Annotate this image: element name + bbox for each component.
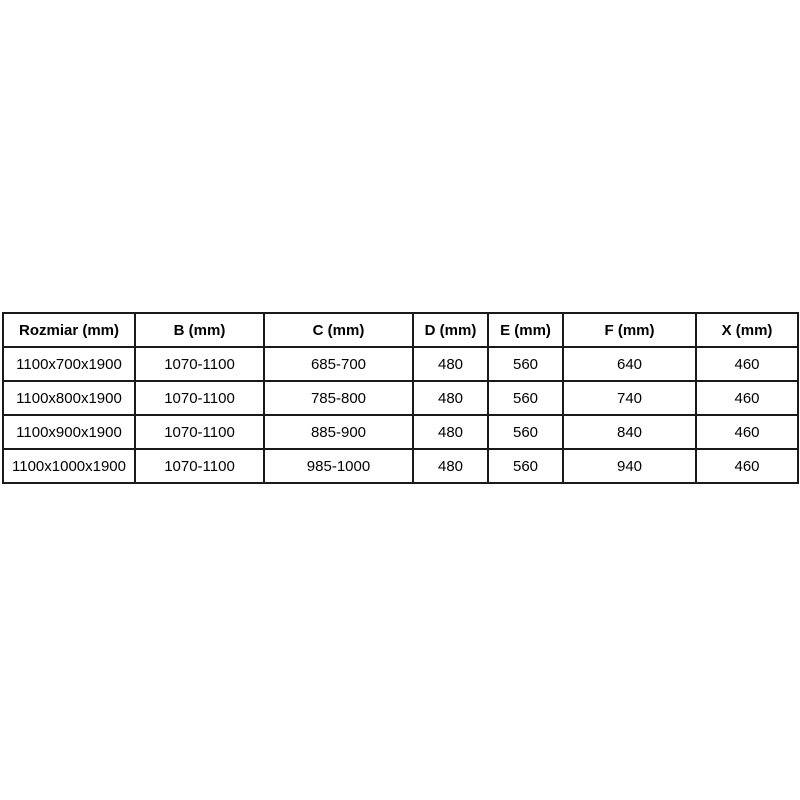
cell-e: 560	[487, 414, 564, 450]
column-header-e: E (mm)	[487, 312, 564, 348]
cell-x: 460	[695, 414, 799, 450]
cell-f: 740	[562, 380, 697, 416]
table-row: 1100x700x1900 1070-1100 685-700 480 560 …	[2, 346, 799, 382]
table-row: 1100x1000x1900 1070-1100 985-1000 480 56…	[2, 448, 799, 484]
cell-rozmiar: 1100x700x1900	[2, 346, 136, 382]
cell-b: 1070-1100	[134, 448, 265, 484]
cell-c: 985-1000	[263, 448, 414, 484]
cell-b: 1070-1100	[134, 380, 265, 416]
cell-c: 685-700	[263, 346, 414, 382]
cell-f: 940	[562, 448, 697, 484]
cell-d: 480	[412, 346, 489, 382]
cell-e: 560	[487, 346, 564, 382]
cell-rozmiar: 1100x1000x1900	[2, 448, 136, 484]
cell-c: 885-900	[263, 414, 414, 450]
column-header-rozmiar: Rozmiar (mm)	[2, 312, 136, 348]
column-header-d: D (mm)	[412, 312, 489, 348]
cell-rozmiar: 1100x800x1900	[2, 380, 136, 416]
cell-b: 1070-1100	[134, 346, 265, 382]
table-row: 1100x800x1900 1070-1100 785-800 480 560 …	[2, 380, 799, 416]
cell-f: 840	[562, 414, 697, 450]
dimensions-spec-table: Rozmiar (mm) B (mm) C (mm) D (mm) E (mm)…	[2, 312, 799, 484]
column-header-f: F (mm)	[562, 312, 697, 348]
cell-c: 785-800	[263, 380, 414, 416]
cell-x: 460	[695, 346, 799, 382]
column-header-x: X (mm)	[695, 312, 799, 348]
cell-x: 460	[695, 448, 799, 484]
cell-b: 1070-1100	[134, 414, 265, 450]
cell-f: 640	[562, 346, 697, 382]
cell-x: 460	[695, 380, 799, 416]
cell-rozmiar: 1100x900x1900	[2, 414, 136, 450]
cell-e: 560	[487, 380, 564, 416]
cell-d: 480	[412, 380, 489, 416]
cell-d: 480	[412, 448, 489, 484]
column-header-c: C (mm)	[263, 312, 414, 348]
cell-e: 560	[487, 448, 564, 484]
cell-d: 480	[412, 414, 489, 450]
header-row: Rozmiar (mm) B (mm) C (mm) D (mm) E (mm)…	[2, 312, 799, 348]
column-header-b: B (mm)	[134, 312, 265, 348]
table-row: 1100x900x1900 1070-1100 885-900 480 560 …	[2, 414, 799, 450]
